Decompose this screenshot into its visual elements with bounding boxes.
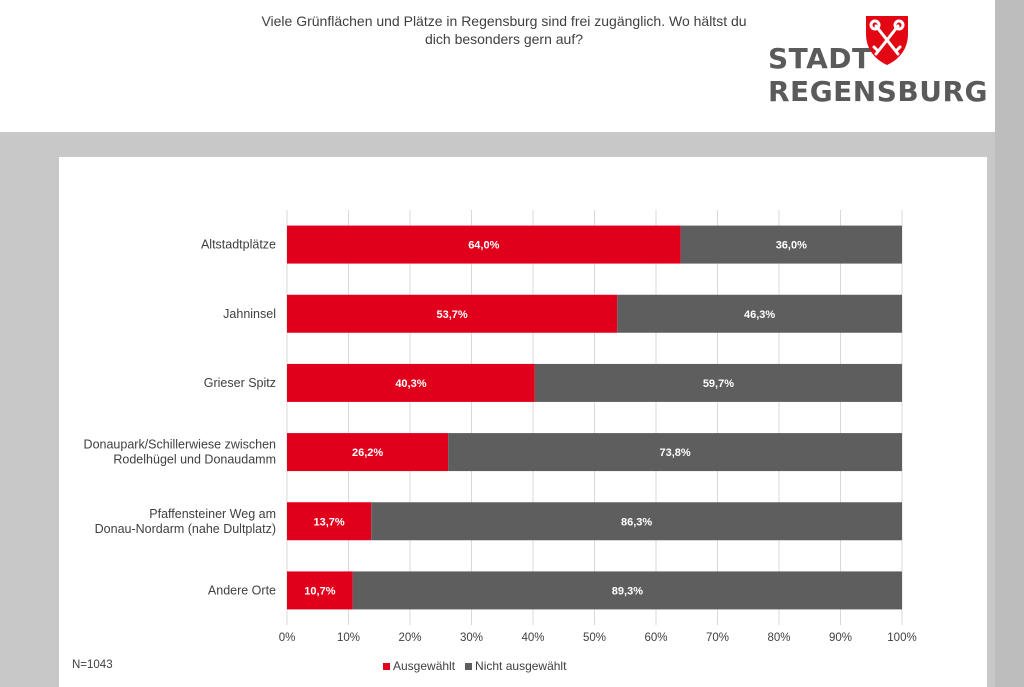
category-label: Altstadtplätze <box>201 238 276 252</box>
bar-selected <box>287 294 618 333</box>
data-label: 40,3% <box>395 378 426 390</box>
bar-not-selected <box>534 363 902 402</box>
category-label: Jahninsel <box>223 307 276 321</box>
side-strip <box>995 0 1024 687</box>
legend: Ausgewählt Nicht ausgewählt <box>383 659 576 673</box>
x-tick-label: 90% <box>829 632 852 644</box>
bar-selected <box>287 433 449 472</box>
sample-size-note: N=1043 <box>72 659 113 671</box>
data-label: 73,8% <box>659 447 690 459</box>
bar-selected <box>287 225 681 264</box>
chart-title-line-1: Viele Grünflächen und Plätze in Regensbu… <box>261 13 747 29</box>
x-tick-label: 0% <box>279 632 296 644</box>
bar-not-selected <box>617 294 902 333</box>
category-label: Rodelhügel und Donaudamm <box>113 453 276 467</box>
data-label: 10,7% <box>304 585 335 597</box>
x-tick-label: 30% <box>460 632 483 644</box>
data-label: 59,7% <box>703 378 734 390</box>
logo-line-2: REGENSBURG <box>768 75 989 108</box>
x-tick-label: 80% <box>767 632 790 644</box>
x-tick-label: 10% <box>337 632 360 644</box>
data-label: 89,3% <box>612 585 643 597</box>
data-label: 64,0% <box>468 240 499 252</box>
category-label: Donau-Nordarm (nahe Dultplatz) <box>95 522 276 536</box>
bar-not-selected <box>352 571 902 610</box>
bar-not-selected <box>680 225 902 264</box>
x-tick-label: 100% <box>887 632 916 644</box>
legend-item-selected: Ausgewählt <box>383 659 455 673</box>
legend-swatch-selected <box>383 662 390 670</box>
logo-line-1: STADT <box>768 42 872 75</box>
data-label: 26,2% <box>352 447 383 459</box>
data-label: 86,3% <box>621 516 652 528</box>
x-tick-label: 40% <box>521 632 544 644</box>
bar-selected <box>287 502 372 541</box>
bar-not-selected <box>371 502 902 541</box>
chart-title-line-2: dich besonders gern auf? <box>425 31 583 47</box>
x-tick-label: 20% <box>398 632 421 644</box>
data-label: 53,7% <box>437 309 468 321</box>
data-label: 46,3% <box>744 309 775 321</box>
bar-not-selected <box>448 433 902 472</box>
category-label: Pfaffensteiner Weg am <box>149 507 276 521</box>
data-label: 13,7% <box>314 516 345 528</box>
legend-label-selected: Ausgewählt <box>393 659 456 673</box>
data-label: 36,0% <box>776 240 807 252</box>
category-label: Donaupark/Schillerwiese zwischen <box>84 438 276 452</box>
city-crest-icon <box>866 16 908 65</box>
legend-label-not-selected: Nicht ausgewählt <box>475 659 567 673</box>
bar-selected <box>287 363 535 402</box>
x-tick-label: 70% <box>706 632 729 644</box>
legend-swatch-not-selected <box>465 662 473 670</box>
x-tick-label: 60% <box>644 632 667 644</box>
bar-selected <box>287 571 353 610</box>
legend-item-not-selected: Nicht ausgewählt <box>465 659 566 673</box>
header <box>0 0 995 132</box>
x-tick-label: 50% <box>583 632 606 644</box>
chart-title: Viele Grünflächen und Plätze in Regensbu… <box>0 12 1008 48</box>
category-label: Grieser Spitz <box>204 376 276 390</box>
category-label: Andere Orte <box>208 583 276 597</box>
